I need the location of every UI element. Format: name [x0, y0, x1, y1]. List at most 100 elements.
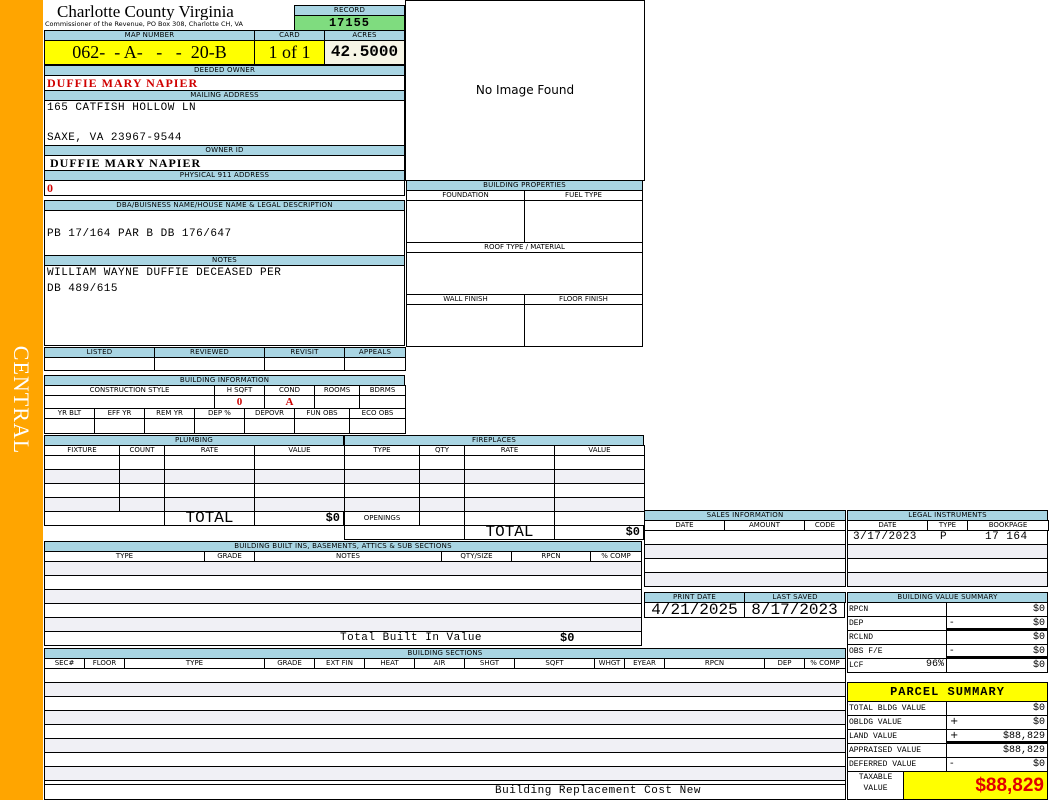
sections-row	[44, 668, 846, 683]
building-info-value-2	[194, 418, 245, 434]
taxable-label-1: TAXABLE	[858, 773, 893, 782]
mailing-line-1: 165 CATFISH HOLLOW LN	[47, 102, 197, 114]
built-ins-total-row	[44, 631, 642, 646]
plumbing-row	[44, 455, 120, 470]
plumbing-row	[164, 455, 255, 470]
legal-row	[847, 572, 1048, 587]
parcel-summary-sign: -	[950, 758, 954, 769]
taxable-label-2: VALUE	[863, 784, 888, 793]
fireplace-row	[464, 483, 555, 498]
notes-line-2: DB 489/615	[47, 283, 119, 295]
plumbing-row	[254, 497, 345, 512]
legal-description: PB 17/164 PAR B DB 176/647	[47, 228, 232, 240]
property-image-placeholder: No Image Found	[405, 0, 645, 181]
county-title: Charlotte County Virginia	[57, 2, 234, 20]
parcel-summary-sign	[950, 744, 962, 756]
mailing-address-box	[44, 100, 405, 146]
building-info-value: A	[264, 395, 315, 409]
plumbing-row	[119, 469, 165, 484]
record-number: 17155	[294, 15, 405, 31]
sections-row	[44, 724, 846, 739]
plumbing-row	[119, 455, 165, 470]
built-ins-row	[44, 617, 642, 632]
fireplace-row	[419, 455, 465, 470]
plumbing-row	[254, 483, 345, 498]
built-ins-row	[44, 575, 642, 590]
card-number: 1 of 1	[254, 40, 325, 65]
wall-finish-value	[406, 304, 525, 347]
foundation-value	[406, 200, 525, 243]
value-summary-value: $0	[946, 616, 1048, 631]
review-cell	[264, 357, 345, 371]
value-summary-label: DEP	[847, 616, 947, 631]
building-info-value	[359, 395, 406, 409]
review-cell	[344, 357, 406, 371]
value-summary-sign	[950, 603, 962, 615]
lcf-percent: 96%	[925, 659, 944, 670]
fireplace-row	[554, 469, 645, 484]
parcel-summary-label: APPRAISED VALUE	[847, 743, 947, 758]
fuel-type-value	[524, 200, 643, 243]
built-ins-total: $0	[560, 631, 575, 645]
plumbing-row	[164, 497, 255, 512]
fireplace-row	[344, 455, 420, 470]
parcel-summary-label: LAND VALUE	[847, 729, 947, 744]
fireplace-openings-row	[419, 511, 465, 526]
fireplace-row	[419, 497, 465, 512]
fireplace-row	[554, 483, 645, 498]
legal-row	[847, 558, 1048, 573]
fireplace-row	[344, 483, 420, 498]
fireplace-row	[344, 469, 420, 484]
sales-row	[644, 544, 846, 559]
parcel-summary-title: PARCEL SUMMARY	[847, 682, 1048, 702]
fireplace-row	[464, 497, 555, 512]
building-info-value	[44, 395, 215, 409]
fireplace-row	[464, 455, 555, 470]
sections-row	[44, 682, 846, 697]
building-info-value	[314, 395, 360, 409]
sales-row	[644, 572, 846, 587]
legal-date: 3/17/2023	[853, 531, 917, 543]
parcel-summary-sign	[950, 702, 962, 714]
legal-row	[847, 544, 1048, 559]
mailing-line-2: SAXE, VA 23967-9544	[47, 132, 182, 144]
built-ins-row	[44, 561, 642, 576]
replacement-cost-label: Building Replacement Cost New	[495, 785, 701, 797]
building-info-value-2	[349, 418, 406, 434]
office-subtitle: Commissioner of the Revenue, PO Box 308,…	[45, 20, 243, 28]
deeded-owner: DUFFIE MARY NAPIER	[44, 75, 405, 91]
legal-type: P	[940, 531, 948, 543]
plumbing-total: $0	[254, 511, 344, 526]
notes-box	[44, 265, 405, 346]
building-info-value-2	[94, 418, 145, 434]
roof-type-value	[406, 252, 643, 295]
fireplace-row	[464, 469, 555, 484]
value-summary-value: $0	[946, 658, 1048, 673]
built-ins-row	[44, 603, 642, 618]
fireplace-openings-row	[464, 511, 555, 526]
plumbing-row	[44, 469, 120, 484]
notes-line-1: WILLIAM WAYNE DUFFIE DECEASED PER	[47, 267, 282, 279]
building-info-value: 0	[214, 395, 265, 409]
fireplace-openings-row	[554, 511, 645, 526]
building-info-value-2	[244, 418, 295, 434]
last-saved: 8/17/2023	[744, 602, 845, 618]
floor-finish-value	[524, 304, 643, 347]
fireplace-row	[554, 497, 645, 512]
acres-value: 42.5000	[324, 40, 405, 65]
plumbing-row	[119, 497, 165, 512]
fireplace-row	[419, 483, 465, 498]
sections-row	[44, 752, 846, 767]
plumbing-row	[164, 469, 255, 484]
fireplace-total-label: TOTAL	[464, 525, 555, 540]
print-date: 4/21/2025	[644, 602, 745, 618]
district-side-band: CENTRAL	[0, 0, 43, 800]
parcel-summary-label: DEFERRED VALUE	[847, 757, 947, 772]
parcel-summary-sign: +	[950, 716, 959, 727]
plumbing-row	[119, 483, 165, 498]
plumbing-row	[164, 483, 255, 498]
sales-row	[644, 558, 846, 573]
sections-row	[44, 766, 846, 781]
value-summary-label: RPCN	[847, 602, 947, 617]
